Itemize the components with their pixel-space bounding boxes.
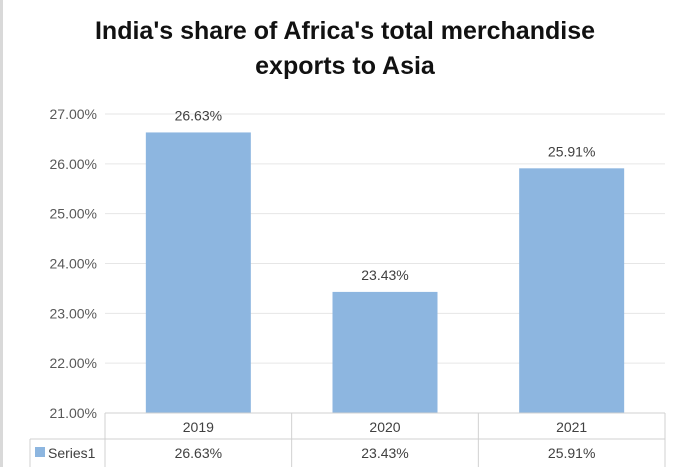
- title-line-1: India's share of Africa's total merchand…: [94, 17, 595, 45]
- bar-2020: [332, 291, 438, 413]
- data-label: 25.91%: [548, 143, 595, 159]
- legend-swatch: [35, 447, 45, 457]
- title-line-2: exports to Asia: [255, 52, 435, 80]
- y-tick-label: 25.00%: [50, 206, 97, 222]
- table-value: 25.91%: [548, 445, 595, 461]
- category-label: 2020: [369, 419, 400, 435]
- y-tick-label: 22.00%: [50, 355, 97, 371]
- category-label: 2019: [183, 419, 214, 435]
- chart-title: India's share of Africa's total merchand…: [0, 14, 681, 84]
- data-label: 23.43%: [361, 267, 408, 283]
- y-tick-label: 26.00%: [50, 156, 97, 172]
- left-edge: [0, 0, 3, 467]
- category-label: 2021: [556, 419, 587, 435]
- y-tick-label: 23.00%: [50, 305, 97, 321]
- data-label: 26.63%: [175, 107, 222, 123]
- y-tick-label: 24.00%: [50, 256, 97, 272]
- table-value: 23.43%: [361, 445, 408, 461]
- table-value: 26.63%: [175, 445, 222, 461]
- legend-label: Series1: [48, 445, 96, 461]
- y-tick-label: 27.00%: [50, 106, 97, 122]
- bar-2021: [519, 168, 625, 413]
- y-tick-label: 21.00%: [50, 405, 97, 421]
- bar-2019: [145, 132, 251, 413]
